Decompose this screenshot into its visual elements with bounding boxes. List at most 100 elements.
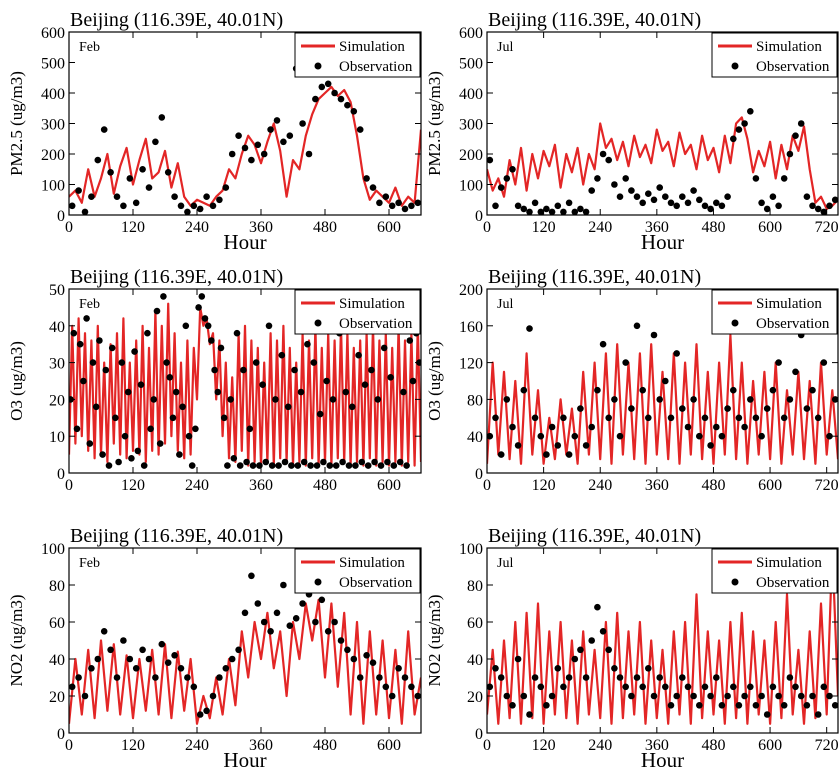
y-axis-label: O3 (ug/m3) — [7, 341, 26, 421]
observation-point — [172, 388, 180, 396]
observation-point — [769, 386, 777, 394]
observation-point — [120, 202, 127, 210]
observation-point — [248, 572, 255, 580]
legend-entry: Observation — [339, 575, 413, 591]
observation-point — [387, 374, 394, 381]
observation-point — [650, 331, 658, 339]
observation-point — [577, 205, 584, 213]
observation-point — [86, 440, 94, 447]
observation-point — [599, 340, 607, 348]
observation-point — [554, 442, 562, 449]
observation-point — [509, 423, 516, 431]
observation-point — [73, 425, 81, 433]
observation-point — [286, 132, 294, 139]
legend-entry: Simulation — [756, 555, 822, 571]
observation-point — [650, 692, 658, 700]
y-tick-label: 30 — [49, 356, 65, 373]
observation-point — [565, 199, 573, 207]
legend-entry: Simulation — [339, 296, 405, 312]
legend-entry: Simulation — [339, 555, 405, 571]
observation-point — [752, 414, 760, 422]
observation-point — [222, 184, 230, 191]
legend: Simulation Observation — [294, 32, 421, 78]
observation-point — [75, 187, 82, 194]
observation-point — [571, 655, 579, 663]
observation-point — [560, 414, 567, 422]
observation-point — [503, 175, 511, 182]
x-tick-label: 480 — [313, 737, 337, 754]
legend-entry: Simulation — [339, 39, 405, 55]
observation-point — [196, 205, 204, 213]
chart-title: Beijing (116.39E, 40.01N) — [488, 266, 701, 288]
observation-point — [184, 674, 191, 681]
observation-point — [214, 388, 222, 396]
observation-point — [713, 423, 720, 431]
plot-frame — [486, 547, 839, 734]
x-tick-label: 0 — [483, 219, 491, 236]
observation-point — [292, 615, 300, 622]
observation-point — [88, 665, 95, 672]
observation-point — [571, 208, 579, 215]
observation-point — [156, 440, 164, 447]
x-tick-label: 120 — [532, 477, 556, 494]
observation-point — [75, 674, 82, 681]
x-tick-label: 480 — [313, 219, 337, 236]
observation-point — [196, 711, 204, 718]
x-tick-label: 600 — [377, 477, 401, 494]
y-tick-label: 0 — [475, 726, 483, 743]
y-tick-label: 0 — [57, 726, 65, 743]
observation-point — [730, 135, 737, 143]
legend-dot-swatch — [314, 62, 322, 70]
observation-point — [217, 344, 225, 352]
month-label: Jul — [497, 556, 513, 571]
observation-point — [297, 388, 305, 396]
observation-point — [537, 208, 545, 215]
observation-point — [153, 307, 161, 315]
observation-point — [318, 83, 326, 91]
observation-point — [222, 665, 230, 672]
y-tick-label: 0 — [57, 208, 65, 225]
observation-point — [752, 702, 760, 709]
observation-point — [307, 462, 314, 469]
month-label: Feb — [79, 297, 100, 312]
observation-point — [348, 403, 356, 411]
y-tick-label: 0 — [57, 466, 65, 483]
observation-point — [667, 702, 675, 709]
observation-point — [380, 344, 388, 352]
y-tick-label: 60 — [467, 615, 483, 632]
observation-point — [240, 366, 247, 374]
observation-point — [713, 199, 720, 207]
x-tick-label: 360 — [249, 477, 273, 494]
observation-point — [337, 95, 345, 103]
chart-panel-2: 0 120 240 360 480 600 720 0 100 200 300 400 500 600 Be… — [425, 9, 839, 254]
observation-point — [228, 150, 236, 158]
observation-point — [150, 396, 158, 403]
observation-point — [182, 322, 190, 330]
x-tick-label: 120 — [532, 737, 556, 754]
y-tick-label: 40 — [467, 429, 483, 446]
y-tick-label: 200 — [41, 147, 65, 164]
observation-point — [396, 458, 404, 466]
observation-point — [514, 202, 522, 210]
observation-point — [280, 138, 287, 146]
observation-point — [96, 337, 103, 344]
observation-point — [272, 396, 279, 403]
observation-point — [696, 702, 703, 709]
y-tick-label: 0 — [475, 208, 483, 225]
y-tick-label: 600 — [459, 25, 483, 42]
x-tick-label: 480 — [701, 219, 725, 236]
observation-point — [121, 432, 129, 440]
observation-point — [741, 423, 748, 431]
observation-point — [548, 208, 556, 215]
observation-point — [639, 199, 646, 207]
observation-point — [137, 381, 145, 389]
observation-point — [291, 366, 298, 374]
chart-title: Beijing (116.39E, 40.01N) — [488, 525, 701, 547]
observation-point — [633, 193, 641, 200]
observation-point — [730, 386, 737, 394]
observation-point — [166, 374, 174, 381]
observation-point — [318, 596, 326, 604]
x-tick-label: 0 — [65, 737, 73, 754]
simulation-line — [69, 598, 421, 725]
observation-point — [769, 193, 777, 200]
